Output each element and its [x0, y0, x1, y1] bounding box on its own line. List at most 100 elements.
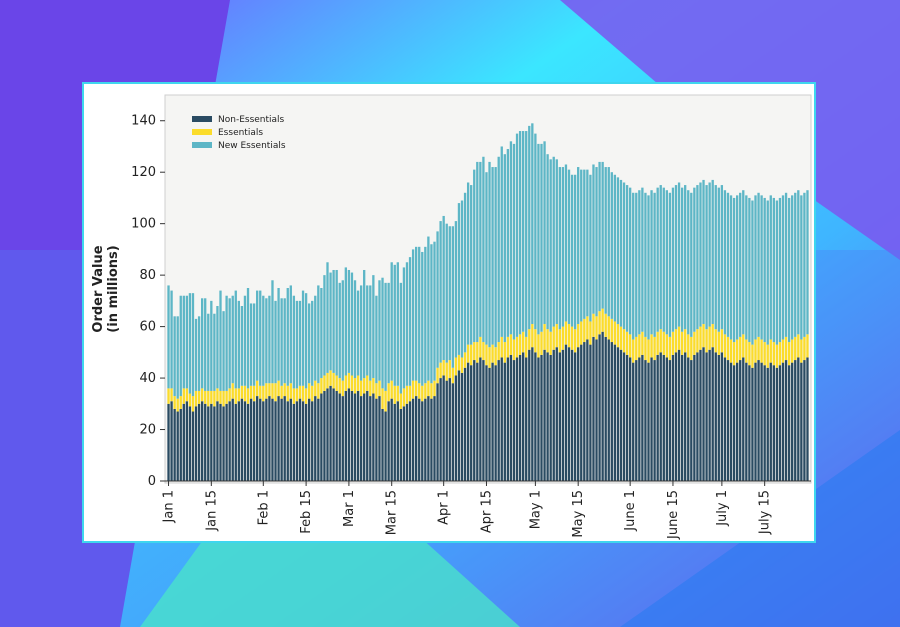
bar-essentials — [369, 380, 372, 397]
bar-non-essentials — [787, 365, 791, 481]
bar-essentials — [625, 331, 629, 355]
bar-non-essentials — [384, 411, 387, 481]
bar-essentials — [448, 360, 451, 379]
bar-essentials — [485, 344, 488, 366]
bar-essentials — [619, 326, 623, 350]
bar-essentials — [237, 388, 240, 402]
bar-essentials — [641, 331, 644, 355]
bar-essentials — [506, 336, 510, 358]
bar-non-essentials — [292, 403, 296, 481]
bar-non-essentials — [479, 357, 482, 481]
bar-new-essentials — [454, 221, 458, 358]
bar-non-essentials — [332, 388, 335, 481]
bar-new-essentials — [476, 161, 479, 343]
bar-essentials — [760, 339, 763, 363]
bar-non-essentials — [182, 403, 185, 481]
bar-new-essentials — [775, 200, 779, 345]
bar-non-essentials — [396, 401, 399, 481]
bar-essentials — [491, 344, 494, 363]
bar-new-essentials — [359, 285, 363, 381]
bar-essentials — [629, 334, 632, 358]
bar-new-essentials — [601, 161, 604, 309]
bar-essentials — [384, 390, 387, 412]
bar-non-essentials — [424, 398, 427, 481]
bar-essentials — [405, 385, 409, 404]
bar-essentials — [601, 308, 604, 332]
bar-new-essentials — [228, 298, 231, 389]
bar-new-essentials — [494, 167, 497, 348]
bar-non-essentials — [262, 401, 265, 481]
bar-new-essentials — [757, 192, 760, 337]
bar-non-essentials — [359, 396, 363, 481]
bar-non-essentials — [595, 339, 598, 481]
bar-non-essentials — [803, 360, 806, 481]
bar-non-essentials — [304, 403, 308, 481]
bar-essentials — [173, 396, 176, 409]
bar-non-essentials — [222, 406, 225, 481]
bar-essentials — [784, 336, 788, 361]
bar-essentials — [298, 385, 302, 399]
bar-essentials — [583, 318, 586, 343]
bar-essentials — [482, 342, 485, 361]
bar-non-essentials — [500, 357, 503, 481]
bar-new-essentials — [488, 161, 491, 348]
bar-new-essentials — [387, 282, 390, 384]
bar-non-essentials — [509, 354, 513, 481]
bar-non-essentials — [277, 396, 280, 481]
bar-non-essentials — [503, 362, 506, 481]
bar-non-essentials — [246, 403, 250, 481]
bar-new-essentials — [742, 190, 745, 335]
y-tick-label: 80 — [139, 268, 156, 283]
bar-essentials — [210, 390, 213, 404]
bar-new-essentials — [326, 262, 329, 373]
x-axis: Jan 1 Jan 15 Feb 1 Feb 15 Mar 1 Mar 15 Apr 1 Ap… — [162, 481, 773, 540]
bar-essentials — [806, 334, 809, 358]
bar-essentials — [439, 362, 442, 379]
bar-essentials — [182, 388, 185, 404]
bar-non-essentials — [586, 339, 589, 481]
bar-essentials — [231, 383, 234, 399]
bar-new-essentials — [729, 195, 733, 340]
bar-non-essentials — [470, 365, 473, 481]
bar-non-essentials — [271, 398, 274, 481]
bar-non-essentials — [439, 378, 442, 481]
bar-essentials — [677, 326, 681, 350]
bar-new-essentials — [289, 285, 292, 384]
bar-non-essentials — [549, 354, 552, 481]
bar-essentials — [301, 385, 305, 402]
bar-non-essentials — [742, 357, 745, 481]
y-axis: 0 20 40 60 80 100 120 140 — [131, 114, 165, 489]
bar-new-essentials — [711, 179, 714, 325]
bar-new-essentials — [699, 182, 702, 327]
bar-essentials — [586, 316, 589, 340]
bar-new-essentials — [259, 290, 262, 386]
bar-non-essentials — [326, 388, 329, 481]
bar-non-essentials — [466, 362, 470, 481]
bar-new-essentials — [619, 179, 623, 327]
bar-new-essentials — [641, 187, 644, 332]
bar-essentials — [466, 344, 470, 363]
bar-non-essentials — [717, 354, 720, 481]
bar-new-essentials — [277, 288, 280, 381]
bar-non-essentials — [711, 347, 714, 481]
bar-new-essentials — [586, 169, 589, 317]
bar-new-essentials — [457, 203, 461, 355]
bar-non-essentials — [714, 352, 717, 481]
bar-essentials — [204, 390, 207, 404]
bar-essentials — [525, 336, 528, 358]
bar-new-essentials — [714, 185, 717, 330]
bar-non-essentials — [231, 398, 234, 481]
bar-new-essentials — [393, 264, 396, 386]
bar-new-essentials — [736, 195, 739, 340]
bar-new-essentials — [625, 185, 629, 332]
bar-new-essentials — [442, 215, 445, 361]
bar-non-essentials — [754, 362, 757, 481]
bar-essentials — [766, 344, 769, 368]
bar-non-essentials — [540, 354, 543, 481]
bar-essentials — [769, 339, 772, 363]
bar-non-essentials — [476, 362, 479, 481]
bar-non-essentials — [488, 367, 491, 481]
bar-non-essentials — [561, 349, 565, 481]
bar-essentials — [442, 360, 445, 376]
x-tick-label: Apr 1 — [437, 490, 452, 525]
